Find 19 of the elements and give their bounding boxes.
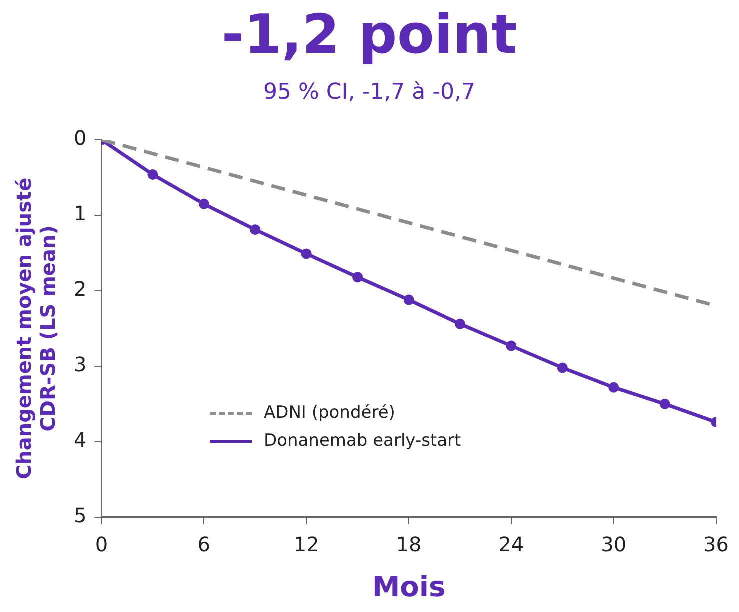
chart-subtitle: 95 % CI, -1,7 à -0,7 [262, 80, 477, 105]
y-tick-label: 4 [74, 428, 87, 452]
x-tick-label: 36 [704, 532, 729, 557]
x-tick-label: 30 [601, 532, 627, 557]
y-tick-label: 3 [74, 352, 87, 377]
legend-label: Donanemab early-start [264, 431, 462, 451]
x-tick-label: 12 [294, 532, 320, 557]
x-tick-label: 24 [498, 532, 524, 557]
y-tick-label: 0 [74, 126, 87, 150]
x-tick-label: 6 [198, 532, 211, 557]
chart-title: -1,2 point [220, 2, 518, 68]
y-axis-title: Changement moyen ajusté CDR-SB (LS mean) [12, 178, 60, 480]
x-axis-title: Mois [372, 570, 446, 604]
y-tick-label: 1 [74, 202, 87, 226]
y-tick-label: 5 [74, 504, 87, 528]
x-tick-label: 0 [95, 532, 108, 557]
legend-label: ADNI (pondéré) [264, 403, 396, 423]
y-tick-label: 2 [74, 277, 87, 302]
x-tick-label: 18 [396, 532, 422, 557]
